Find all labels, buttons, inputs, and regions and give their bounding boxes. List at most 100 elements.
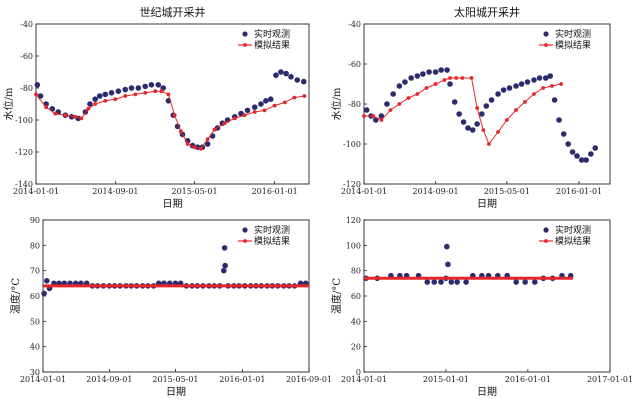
y-tick-label: -120 bbox=[15, 148, 33, 157]
legend-simulated-label: 模拟结果 bbox=[254, 39, 290, 51]
simulated-point bbox=[362, 114, 366, 118]
x-tick-label: 2014-01-01 bbox=[13, 187, 59, 196]
simulated-point bbox=[93, 102, 98, 106]
y-tick-label: 60 bbox=[30, 292, 40, 301]
y-tick-label: -60 bbox=[20, 52, 33, 61]
legend-simulated-marker bbox=[243, 239, 247, 243]
observed-point bbox=[363, 107, 370, 113]
observed-point bbox=[122, 86, 129, 93]
x-axis-title: 日期 bbox=[163, 198, 183, 210]
x-tick-label: 2016-01-01 bbox=[219, 375, 265, 384]
y-tick-label: 50 bbox=[30, 317, 40, 326]
simulated-point bbox=[153, 89, 158, 94]
simulated-point bbox=[79, 116, 84, 121]
legend-simulated-label: 模拟结果 bbox=[555, 235, 591, 247]
x-tick-label: 2015-05-01 bbox=[484, 187, 530, 196]
observed-point bbox=[128, 85, 135, 91]
simulated-point bbox=[504, 118, 509, 122]
simulated-point bbox=[550, 84, 554, 88]
observed-point bbox=[445, 261, 451, 268]
observed-point bbox=[209, 133, 216, 139]
simulated-point bbox=[113, 97, 118, 102]
observed-point bbox=[444, 243, 450, 250]
simulated-point bbox=[454, 76, 459, 80]
simulated-point bbox=[222, 121, 227, 126]
y-tick-label: -120 bbox=[343, 180, 361, 189]
simulated-point bbox=[541, 86, 546, 90]
x-tick-label: 2014-09-01 bbox=[413, 187, 459, 196]
simulated-point bbox=[178, 129, 183, 134]
y-tick-label: -40 bbox=[20, 20, 33, 29]
x-tick-label: 2014-01-01 bbox=[341, 375, 387, 384]
y-tick-label: -100 bbox=[15, 116, 33, 125]
observed-point bbox=[148, 82, 155, 88]
simulated-point bbox=[532, 92, 536, 96]
observed-point bbox=[238, 110, 244, 117]
observed-point bbox=[251, 104, 258, 110]
observed-point bbox=[174, 123, 181, 130]
legend-observed-marker bbox=[543, 31, 549, 37]
simulated-point bbox=[242, 113, 247, 118]
legend-observed-label: 实时观测 bbox=[555, 28, 591, 40]
simulated-point bbox=[212, 127, 217, 132]
observed-point bbox=[37, 93, 44, 99]
observed-point bbox=[578, 157, 585, 163]
observed-point bbox=[560, 131, 567, 137]
observed-point bbox=[204, 141, 211, 147]
simulated-point bbox=[44, 105, 49, 110]
simulated-point bbox=[448, 76, 452, 80]
legend-simulated-marker bbox=[544, 43, 548, 47]
simulated-point bbox=[272, 103, 277, 108]
simulated-point bbox=[397, 102, 402, 106]
observed-point bbox=[569, 149, 576, 155]
simulated-point bbox=[123, 94, 128, 98]
simulated-point bbox=[469, 76, 474, 80]
chart-panel-4: 0 20 40 60 80 100 120 2014-01-01 2015-01-01 2016-… bbox=[330, 216, 633, 398]
observed-point bbox=[438, 67, 444, 73]
legend-simulated-label: 模拟结果 bbox=[254, 235, 290, 247]
observed-point bbox=[454, 279, 460, 285]
y-tick-label: 20 bbox=[351, 343, 361, 352]
simulated-point bbox=[172, 113, 177, 118]
observed-point bbox=[221, 245, 228, 251]
observed-point bbox=[432, 69, 439, 75]
legend-observed-marker bbox=[543, 227, 549, 233]
plot-frame bbox=[35, 23, 310, 185]
y-tick-label: -80 bbox=[20, 84, 33, 93]
y-tick-label: -60 bbox=[348, 60, 361, 69]
observed-point bbox=[524, 79, 531, 85]
observed-point bbox=[273, 72, 279, 78]
x-axis-title: 日期 bbox=[477, 386, 497, 398]
x-tick-label: 2014-09-01 bbox=[92, 187, 138, 196]
observed-point bbox=[155, 82, 162, 88]
simulated-point bbox=[406, 96, 411, 100]
simulated-point bbox=[481, 128, 486, 132]
observed-point bbox=[592, 145, 599, 151]
y-tick-label: 90 bbox=[30, 216, 40, 225]
y-tick-label: -40 bbox=[348, 20, 361, 29]
panel-title: 世纪城开采井 bbox=[140, 5, 206, 19]
observed-point bbox=[402, 79, 408, 85]
simulated-point bbox=[514, 108, 518, 112]
observed-point bbox=[414, 73, 421, 79]
observed-point bbox=[556, 117, 562, 123]
simulated-point bbox=[185, 142, 190, 146]
simulated-point bbox=[73, 114, 78, 119]
simulated-point bbox=[415, 92, 420, 96]
observed-point bbox=[384, 101, 390, 107]
simulated-point bbox=[292, 95, 297, 100]
simulated-point bbox=[475, 106, 480, 110]
observed-point bbox=[108, 90, 115, 96]
x-tick-label: 2015-05-01 bbox=[152, 375, 198, 384]
observed-point bbox=[263, 98, 269, 104]
simulated-point bbox=[133, 92, 138, 97]
observed-point bbox=[513, 83, 519, 89]
panel-title: 太阳城开采井 bbox=[454, 5, 520, 19]
observed-point bbox=[96, 93, 103, 99]
observed-point bbox=[102, 91, 109, 98]
legend-simulated-marker bbox=[544, 239, 548, 243]
simulated-point bbox=[460, 76, 465, 80]
observed-point bbox=[267, 96, 274, 102]
